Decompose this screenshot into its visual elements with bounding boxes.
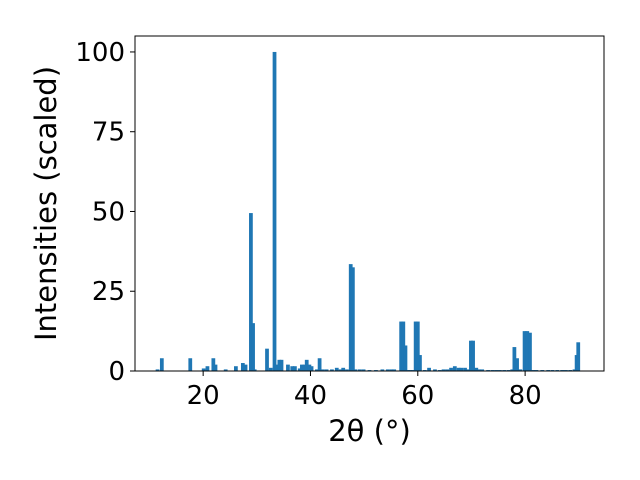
bar <box>345 369 349 371</box>
bar <box>213 364 218 371</box>
bar <box>361 369 366 371</box>
bar <box>251 323 255 371</box>
y-tick-label: 75 <box>92 118 125 148</box>
bar <box>471 340 475 371</box>
bar <box>201 368 206 371</box>
y-tick-label: 100 <box>75 38 125 68</box>
bar <box>240 363 245 371</box>
bar <box>459 367 464 371</box>
bar <box>415 321 420 371</box>
bar <box>293 366 297 371</box>
bar <box>512 347 517 371</box>
bar <box>466 369 471 371</box>
bar <box>317 358 322 371</box>
bar <box>463 367 467 371</box>
bar <box>357 369 362 371</box>
y-tick-label: 50 <box>92 197 125 227</box>
x-tick-label: 40 <box>294 381 327 411</box>
bar <box>528 332 532 371</box>
bar <box>445 369 450 371</box>
bar <box>518 369 523 371</box>
bar <box>433 369 437 371</box>
bar <box>385 369 390 371</box>
bar <box>480 369 485 371</box>
bar <box>234 366 238 371</box>
y-tick-label: 25 <box>92 277 125 307</box>
bar <box>572 369 577 371</box>
bar <box>205 366 210 371</box>
bar <box>290 366 295 371</box>
bar <box>525 331 530 371</box>
bar <box>427 367 431 371</box>
bar <box>320 369 325 371</box>
bar <box>249 213 253 371</box>
y-axis-label: Intensities (scaled) <box>29 66 63 341</box>
bar <box>449 367 453 371</box>
x-axis-label: 2θ (°) <box>328 414 411 448</box>
bar <box>252 369 257 371</box>
bar <box>272 51 277 371</box>
bar <box>469 340 473 371</box>
bars-layer <box>155 51 581 371</box>
bar <box>510 369 515 371</box>
bar <box>268 367 273 371</box>
bar <box>418 355 422 371</box>
bar <box>522 331 527 371</box>
bar <box>392 369 397 371</box>
bar <box>474 367 479 371</box>
bar <box>286 364 290 371</box>
bar <box>324 369 329 371</box>
bar <box>341 367 346 371</box>
y-axis: 0 25 50 75 100 <box>75 38 135 387</box>
bar <box>353 369 358 371</box>
bar <box>243 364 248 371</box>
bar <box>515 358 519 371</box>
bar <box>403 345 408 371</box>
x-tick-label: 20 <box>187 381 220 411</box>
bar <box>304 359 309 371</box>
bar <box>401 321 406 371</box>
bar <box>334 367 339 371</box>
bar <box>297 368 302 371</box>
bar <box>223 369 228 371</box>
bar <box>188 358 193 371</box>
bar <box>399 321 404 371</box>
bar <box>380 369 385 371</box>
x-axis: 20 40 60 80 <box>187 371 542 411</box>
bar <box>456 367 461 371</box>
bar <box>389 369 394 371</box>
bar <box>300 364 304 371</box>
y-tick-label: 0 <box>108 357 125 387</box>
bar <box>265 348 269 371</box>
plot-frame <box>134 35 605 372</box>
x-tick-label: 60 <box>401 381 434 411</box>
bar <box>307 364 312 371</box>
bar <box>348 264 353 371</box>
bar <box>338 369 343 371</box>
bar <box>277 359 282 371</box>
x-tick-label: 80 <box>509 381 542 411</box>
bar <box>576 342 581 371</box>
bar <box>413 321 418 371</box>
bar <box>211 358 216 371</box>
bar <box>452 366 457 371</box>
bar <box>274 364 279 371</box>
bar <box>315 369 319 371</box>
bar <box>155 369 160 371</box>
bar <box>159 358 164 371</box>
bar <box>330 369 334 371</box>
bar <box>309 366 314 371</box>
bar <box>350 267 355 371</box>
bar <box>302 364 307 371</box>
bar <box>477 369 481 371</box>
bar <box>441 369 446 371</box>
bar <box>279 359 284 371</box>
